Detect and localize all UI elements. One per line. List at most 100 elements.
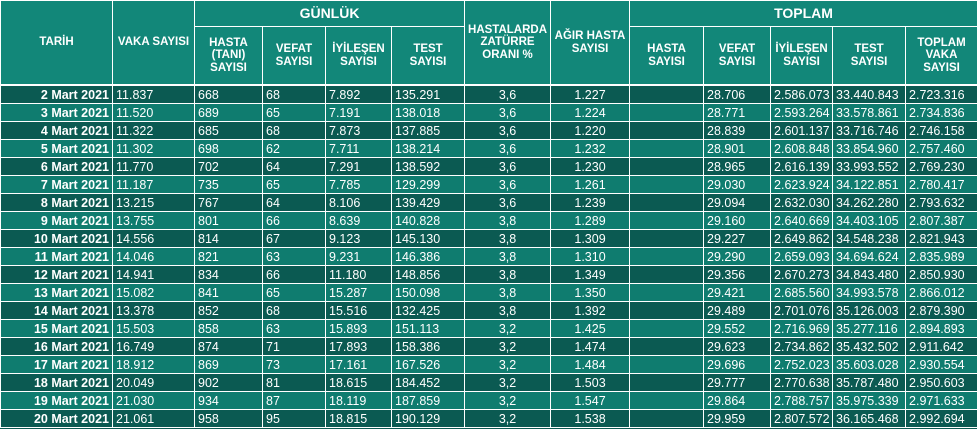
daily-deaths-cell: 87 bbox=[262, 391, 326, 410]
total-deaths-cell: 29.489 bbox=[703, 301, 772, 320]
daily-deaths-cell: 65 bbox=[262, 103, 326, 122]
daily-tests-cell: 151.113 bbox=[390, 319, 466, 338]
total-tests-cell: 35.787.480 bbox=[832, 373, 907, 392]
daily-deaths-cell: 62 bbox=[262, 139, 326, 158]
header-severe-patients: AĞIR HASTA SAYISI bbox=[550, 0, 631, 86]
header-group-total: TOPLAM bbox=[629, 0, 977, 27]
severe-patients-cell: 1.503 bbox=[550, 373, 631, 392]
severe-patients-cell: 1.484 bbox=[550, 355, 631, 374]
case-count-cell: 18.912 bbox=[112, 355, 195, 374]
severe-patients-cell: 1.547 bbox=[550, 391, 631, 410]
total-cases-cell: 2.780.417 bbox=[905, 175, 977, 194]
header-total-deaths: VEFAT SAYISI bbox=[703, 26, 772, 86]
total-recovered-cell: 2.640.669 bbox=[770, 211, 834, 230]
date-cell: 19 Mart 2021 bbox=[0, 391, 113, 410]
total-recovered-cell: 2.685.560 bbox=[770, 283, 834, 302]
table-row: 5 Mart 2021 11.302 698 62 7.711 138.214 3,6 1.2… bbox=[0, 139, 977, 158]
total-recovered-cell: 2.788.757 bbox=[770, 391, 834, 410]
daily-tests-cell: 190.129 bbox=[390, 409, 466, 428]
total-deaths-cell: 29.864 bbox=[703, 391, 772, 410]
total-recovered-cell: 2.601.137 bbox=[770, 121, 834, 140]
pneumonia-rate-cell: 3,8 bbox=[464, 283, 552, 302]
daily-patients-cell: 689 bbox=[194, 103, 263, 122]
case-count-cell: 11.770 bbox=[112, 157, 195, 176]
table-row: 18 Mart 2021 20.049 902 81 18.615 184.452 3,2 1… bbox=[0, 373, 977, 392]
total-cases-cell: 2.821.943 bbox=[905, 229, 977, 248]
table-row: 2 Mart 2021 11.837 668 68 7.892 135.291 3,6 1.2… bbox=[0, 84, 977, 104]
daily-patients-cell: 821 bbox=[194, 247, 263, 266]
total-deaths-cell: 28.965 bbox=[703, 157, 772, 176]
header-total-patients: HASTA SAYISI bbox=[629, 26, 705, 86]
total-recovered-cell: 2.752.023 bbox=[770, 355, 834, 374]
date-cell: 3 Mart 2021 bbox=[0, 103, 113, 122]
daily-deaths-cell: 63 bbox=[262, 319, 326, 338]
total-patients-cell bbox=[629, 175, 705, 194]
total-recovered-cell: 2.593.264 bbox=[770, 103, 834, 122]
daily-patients-cell: 735 bbox=[194, 175, 263, 194]
daily-recovered-cell: 17.161 bbox=[325, 355, 392, 374]
daily-deaths-cell: 63 bbox=[262, 247, 326, 266]
daily-recovered-cell: 8.639 bbox=[325, 211, 392, 230]
total-patients-cell bbox=[629, 355, 705, 374]
daily-deaths-cell: 65 bbox=[262, 175, 326, 194]
severe-patients-cell: 1.309 bbox=[550, 229, 631, 248]
total-tests-cell: 34.262.280 bbox=[832, 193, 907, 212]
header-daily-tests: TEST SAYISI bbox=[390, 26, 466, 86]
daily-patients-cell: 874 bbox=[194, 337, 263, 356]
pneumonia-rate-cell: 3,8 bbox=[464, 247, 552, 266]
header-case-count: VAKA SAYISI bbox=[112, 0, 195, 86]
total-patients-cell bbox=[629, 193, 705, 212]
daily-tests-cell: 129.299 bbox=[390, 175, 466, 194]
date-cell: 14 Mart 2021 bbox=[0, 301, 113, 320]
pneumonia-rate-cell: 3,2 bbox=[464, 391, 552, 410]
daily-recovered-cell: 15.893 bbox=[325, 319, 392, 338]
severe-patients-cell: 1.350 bbox=[550, 283, 631, 302]
daily-tests-cell: 150.098 bbox=[390, 283, 466, 302]
pneumonia-rate-cell: 3,8 bbox=[464, 211, 552, 230]
total-cases-cell: 2.911.642 bbox=[905, 337, 977, 356]
table-header: TARİH VAKA SAYISI GÜNLÜK HASTALARDA ZATÜ… bbox=[0, 0, 977, 86]
pneumonia-rate-cell: 3,2 bbox=[464, 373, 552, 392]
header-group-daily: GÜNLÜK bbox=[193, 0, 466, 27]
daily-patients-cell: 869 bbox=[194, 355, 263, 374]
table-row: 6 Mart 2021 11.770 702 64 7.291 138.592 3,6 1.2… bbox=[0, 157, 977, 176]
case-count-cell: 20.049 bbox=[112, 373, 195, 392]
daily-recovered-cell: 7.291 bbox=[325, 157, 392, 176]
total-deaths-cell: 29.094 bbox=[703, 193, 772, 212]
total-cases-cell: 2.746.158 bbox=[905, 121, 977, 140]
daily-deaths-cell: 64 bbox=[262, 193, 326, 212]
total-deaths-cell: 29.227 bbox=[703, 229, 772, 248]
total-cases-cell: 2.950.603 bbox=[905, 373, 977, 392]
total-patients-cell bbox=[629, 211, 705, 230]
daily-deaths-cell: 71 bbox=[262, 337, 326, 356]
date-cell: 5 Mart 2021 bbox=[0, 139, 113, 158]
daily-tests-cell: 167.526 bbox=[390, 355, 466, 374]
total-patients-cell bbox=[629, 319, 705, 338]
daily-deaths-cell: 68 bbox=[262, 84, 326, 104]
pneumonia-rate-cell: 3,2 bbox=[464, 409, 552, 428]
table-row: 16 Mart 2021 16.749 874 71 17.893 158.386 3,2 1… bbox=[0, 337, 977, 356]
daily-patients-cell: 902 bbox=[194, 373, 263, 392]
date-cell: 20 Mart 2021 bbox=[0, 409, 113, 428]
daily-recovered-cell: 7.892 bbox=[325, 84, 392, 104]
case-count-cell: 14.046 bbox=[112, 247, 195, 266]
total-deaths-cell: 28.706 bbox=[703, 84, 772, 104]
table-row: 13 Mart 2021 15.082 841 65 15.287 150.098 3,8 1… bbox=[0, 283, 977, 302]
total-patients-cell bbox=[629, 391, 705, 410]
daily-deaths-cell: 68 bbox=[262, 121, 326, 140]
date-cell: 13 Mart 2021 bbox=[0, 283, 113, 302]
daily-recovered-cell: 8.106 bbox=[325, 193, 392, 212]
severe-patients-cell: 1.349 bbox=[550, 265, 631, 284]
daily-deaths-cell: 66 bbox=[262, 265, 326, 284]
daily-deaths-cell: 66 bbox=[262, 211, 326, 230]
total-tests-cell: 35.975.339 bbox=[832, 391, 907, 410]
total-cases-cell: 2.894.893 bbox=[905, 319, 977, 338]
total-deaths-cell: 29.552 bbox=[703, 319, 772, 338]
daily-recovered-cell: 18.615 bbox=[325, 373, 392, 392]
pneumonia-rate-cell: 3,8 bbox=[464, 229, 552, 248]
pneumonia-rate-cell: 3,6 bbox=[464, 157, 552, 176]
daily-recovered-cell: 18.815 bbox=[325, 409, 392, 428]
total-patients-cell bbox=[629, 409, 705, 428]
total-recovered-cell: 2.701.076 bbox=[770, 301, 834, 320]
case-count-cell: 11.302 bbox=[112, 139, 195, 158]
